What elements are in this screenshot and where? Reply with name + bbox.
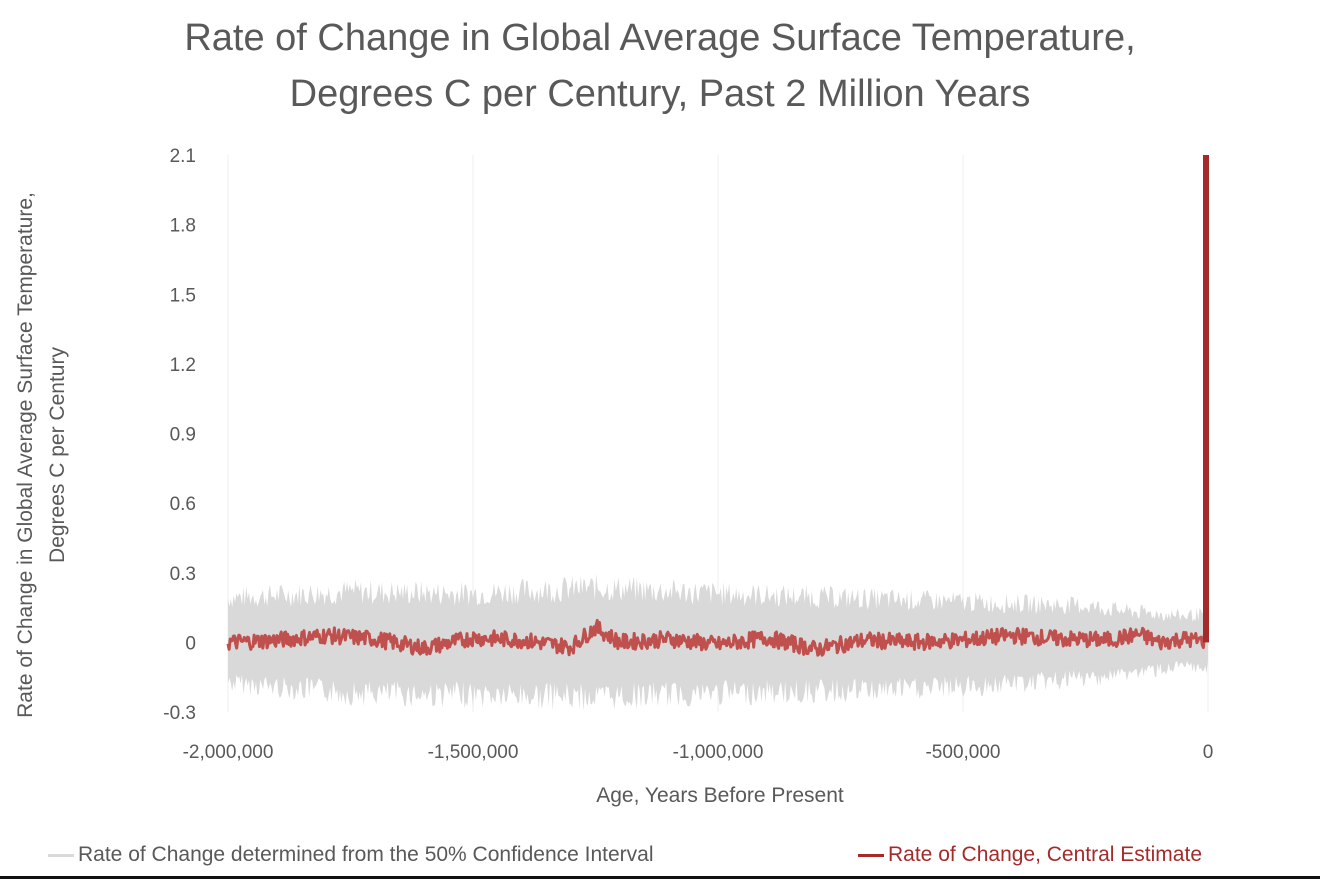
legend: Rate of Change determined from the 50% C… bbox=[0, 843, 1320, 879]
y-tick-label-2: 0.3 bbox=[170, 564, 196, 585]
y-tick-label-8: 2.1 bbox=[170, 146, 196, 167]
y-tick-label-4: 0.9 bbox=[170, 425, 196, 446]
central-estimate-series bbox=[226, 155, 1209, 657]
chart-title-line-1: Rate of Change in Global Average Surface… bbox=[184, 17, 1136, 59]
legend-swatch-confidence-interval bbox=[48, 853, 74, 857]
bottom-border bbox=[0, 876, 1320, 879]
legend-label-confidence-interval: Rate of Change determined from the 50% C… bbox=[78, 843, 654, 866]
legend-item-confidence-interval: Rate of Change determined from the 50% C… bbox=[48, 843, 654, 867]
x-axis-ticks: -2,000,000 -1,500,000 -1,000,000 -500,000 0 bbox=[183, 742, 1214, 763]
chart-title: Rate of Change in Global Average Surface… bbox=[0, 10, 1320, 122]
x-tick-label-4: 0 bbox=[1203, 742, 1214, 763]
chart-title-line-2: Degrees C per Century, Past 2 Million Ye… bbox=[289, 73, 1031, 115]
y-tick-label-7: 1.8 bbox=[170, 216, 196, 237]
y-tick-label-3: 0.6 bbox=[170, 494, 196, 515]
legend-swatch-central-estimate bbox=[858, 853, 884, 857]
x-tick-label-3: -500,000 bbox=[925, 742, 1000, 763]
x-tick-label-2: -1,000,000 bbox=[673, 742, 764, 763]
y-tick-label-1: 0 bbox=[185, 633, 196, 654]
y-tick-label-5: 1.2 bbox=[170, 355, 196, 376]
x-tick-label-1: -1,500,000 bbox=[428, 742, 519, 763]
central-estimate-line bbox=[226, 618, 1208, 657]
y-tick-label-0: -0.3 bbox=[163, 703, 196, 724]
x-axis-label: Age, Years Before Present bbox=[596, 784, 844, 807]
legend-label-central-estimate: Rate of Change, Central Estimate bbox=[888, 843, 1202, 866]
y-tick-label-6: 1.5 bbox=[170, 285, 196, 306]
y-axis-ticks: -0.3 0 0.3 0.6 0.9 1.2 1.5 1.8 2.1 bbox=[163, 146, 196, 724]
x-tick-label-0: -2,000,000 bbox=[183, 742, 274, 763]
legend-item-central-estimate: Rate of Change, Central Estimate bbox=[858, 843, 1202, 867]
